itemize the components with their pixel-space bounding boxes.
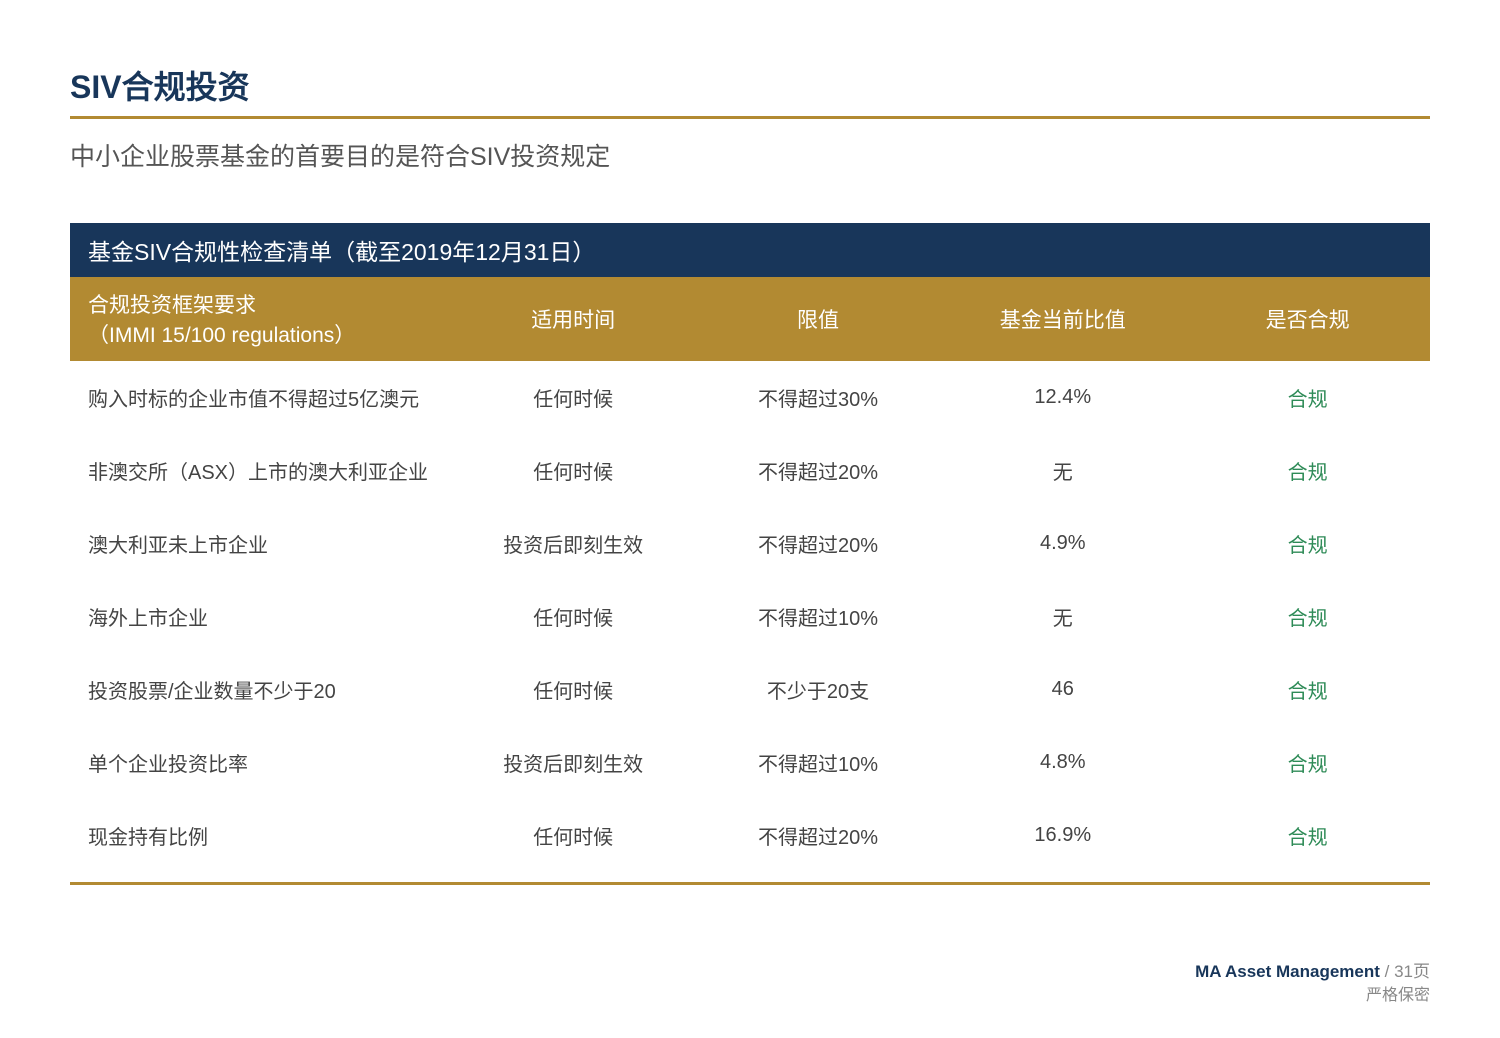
cell-status: 合规 [1185, 507, 1430, 580]
slide-content: SIV合规投资 中小企业股票基金的首要目的是符合SIV投资规定 基金SIV合规性… [0, 0, 1500, 872]
cell-limit: 不得超过30% [696, 361, 941, 434]
cell-current: 无 [940, 434, 1185, 507]
table-header: 合规投资框架要求（IMMI 15/100 regulations） 适用时间 限… [70, 277, 1430, 361]
col-limit: 限值 [696, 277, 941, 361]
cell-requirement: 现金持有比例 [70, 799, 451, 872]
page-subtitle: 中小企业股票基金的首要目的是符合SIV投资规定 [70, 137, 1430, 173]
table-row: 单个企业投资比率投资后即刻生效不得超过10%4.8%合规 [70, 726, 1430, 799]
compliance-table: 合规投资框架要求（IMMI 15/100 regulations） 适用时间 限… [70, 277, 1430, 872]
table-row: 澳大利亚未上市企业投资后即刻生效不得超过20%4.9%合规 [70, 507, 1430, 580]
cell-time: 任何时候 [451, 653, 696, 726]
table-row: 海外上市企业任何时候不得超过10%无合规 [70, 580, 1430, 653]
col-requirement: 合规投资框架要求（IMMI 15/100 regulations） [70, 277, 451, 361]
cell-current: 无 [940, 580, 1185, 653]
cell-limit: 不少于20支 [696, 653, 941, 726]
cell-current: 4.9% [940, 507, 1185, 580]
cell-limit: 不得超过20% [696, 434, 941, 507]
cell-time: 任何时候 [451, 799, 696, 872]
table-row: 投资股票/企业数量不少于20任何时候不少于20支46合规 [70, 653, 1430, 726]
cell-requirement: 购入时标的企业市值不得超过5亿澳元 [70, 361, 451, 434]
cell-requirement: 澳大利亚未上市企业 [70, 507, 451, 580]
cell-requirement: 单个企业投资比率 [70, 726, 451, 799]
cell-limit: 不得超过20% [696, 507, 941, 580]
cell-status: 合规 [1185, 434, 1430, 507]
cell-status: 合规 [1185, 361, 1430, 434]
cell-status: 合规 [1185, 653, 1430, 726]
cell-limit: 不得超过10% [696, 726, 941, 799]
cell-time: 任何时候 [451, 580, 696, 653]
table-row: 购入时标的企业市值不得超过5亿澳元任何时候不得超过30%12.4%合规 [70, 361, 1430, 434]
col-status: 是否合规 [1185, 277, 1430, 361]
table-body: 购入时标的企业市值不得超过5亿澳元任何时候不得超过30%12.4%合规非澳交所（… [70, 361, 1430, 872]
table-banner: 基金SIV合规性检查清单（截至2019年12月31日） [70, 223, 1430, 277]
cell-time: 任何时候 [451, 434, 696, 507]
table-row: 非澳交所（ASX）上市的澳大利亚企业任何时候不得超过20%无合规 [70, 434, 1430, 507]
cell-status: 合规 [1185, 726, 1430, 799]
footer-confidential: 严格保密 [1195, 984, 1430, 1008]
cell-current: 46 [940, 653, 1185, 726]
bottom-rule [70, 882, 1430, 885]
cell-requirement: 投资股票/企业数量不少于20 [70, 653, 451, 726]
cell-status: 合规 [1185, 799, 1430, 872]
cell-current: 4.8% [940, 726, 1185, 799]
cell-limit: 不得超过20% [696, 799, 941, 872]
cell-limit: 不得超过10% [696, 580, 941, 653]
cell-status: 合规 [1185, 580, 1430, 653]
cell-requirement: 海外上市企业 [70, 580, 451, 653]
footer-sep: / [1380, 962, 1394, 981]
footer-page: 31页 [1394, 962, 1430, 981]
page-title: SIV合规投资 [70, 62, 1430, 119]
table-row: 现金持有比例任何时候不得超过20%16.9%合规 [70, 799, 1430, 872]
footer: MA Asset Management / 31页 严格保密 [1195, 959, 1430, 1009]
cell-time: 投资后即刻生效 [451, 507, 696, 580]
col-current: 基金当前比值 [940, 277, 1185, 361]
cell-current: 16.9% [940, 799, 1185, 872]
col-time: 适用时间 [451, 277, 696, 361]
cell-time: 投资后即刻生效 [451, 726, 696, 799]
cell-time: 任何时候 [451, 361, 696, 434]
cell-requirement: 非澳交所（ASX）上市的澳大利亚企业 [70, 434, 451, 507]
footer-brand: MA Asset Management [1195, 962, 1380, 981]
cell-current: 12.4% [940, 361, 1185, 434]
